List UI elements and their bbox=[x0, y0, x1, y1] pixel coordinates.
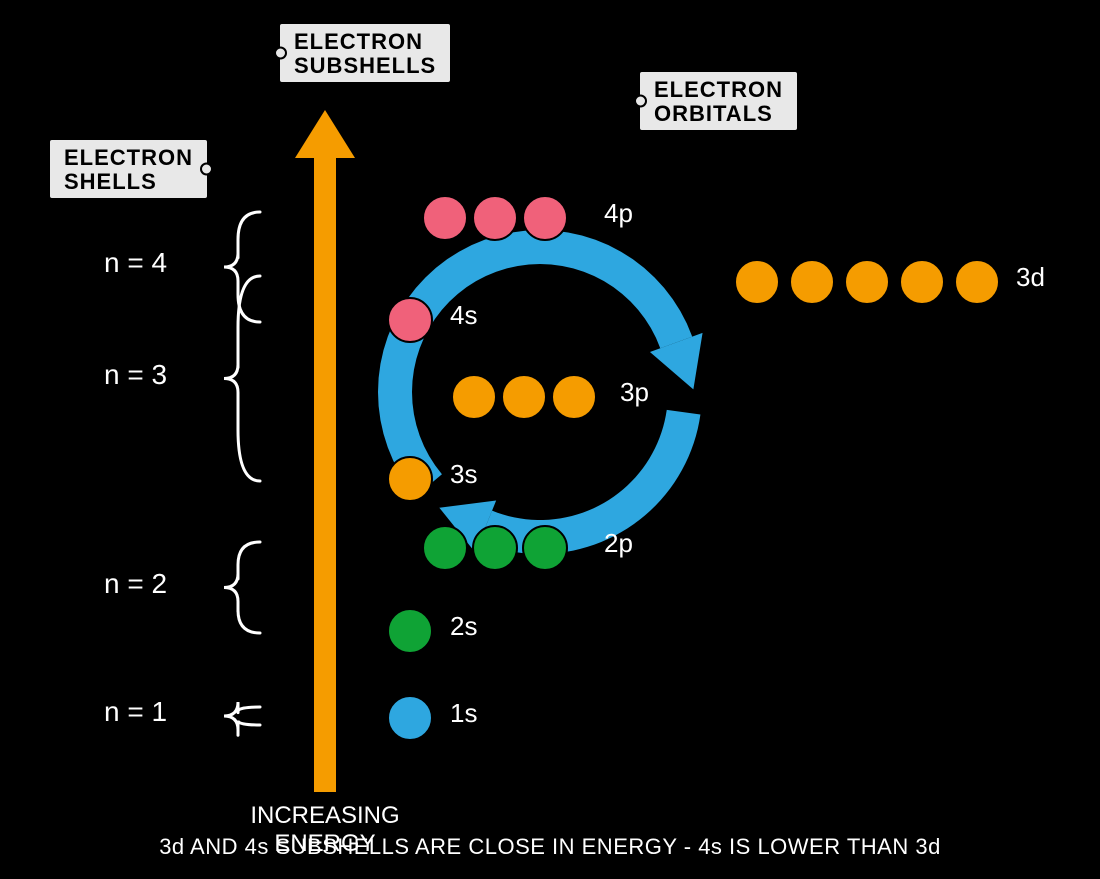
orbital-n4-p-0 bbox=[422, 195, 468, 241]
orbital-n3-d-4 bbox=[954, 259, 1000, 305]
subshell-label-3d: 3d bbox=[1016, 262, 1045, 293]
orbital-n3-d-1 bbox=[789, 259, 835, 305]
orbital-n3-d-0 bbox=[734, 259, 780, 305]
orbital-n3-p-1 bbox=[501, 374, 547, 420]
tag-shells-line1: ELECTRON bbox=[64, 145, 193, 170]
caption-swap-note: 3d AND 4s SUBSHELLS ARE CLOSE IN ENERGY … bbox=[0, 834, 1100, 860]
orbital-n2-p-0 bbox=[422, 525, 468, 571]
orbital-n4-p-1 bbox=[472, 195, 518, 241]
orbital-n3-d-3 bbox=[899, 259, 945, 305]
tag-shells-line2: SHELLS bbox=[64, 169, 157, 194]
subshell-label-2s: 2s bbox=[450, 611, 477, 642]
subshell-label-3s: 3s bbox=[450, 459, 477, 490]
tag-electron-subshells: ELECTRON SUBSHELLS bbox=[278, 22, 452, 84]
shell-label-n2: n = 2 bbox=[104, 568, 167, 600]
orbital-n2-p-2 bbox=[522, 525, 568, 571]
shell-label-n4: n = 4 bbox=[104, 247, 167, 279]
shell-label-n1: n = 1 bbox=[104, 696, 167, 728]
shell-label-n3: n = 3 bbox=[104, 359, 167, 391]
tag-subshells-line2: SUBSHELLS bbox=[294, 53, 436, 78]
tag-orbitals-line2: ORBITALS bbox=[654, 101, 773, 126]
orbital-n2-s-0 bbox=[387, 608, 433, 654]
orbital-n3-d-2 bbox=[844, 259, 890, 305]
orbital-n2-p-1 bbox=[472, 525, 518, 571]
subshell-label-4s: 4s bbox=[450, 300, 477, 331]
orbital-n3-s-0 bbox=[387, 456, 433, 502]
subshell-label-2p: 2p bbox=[604, 528, 633, 559]
orbital-n4-s-0 bbox=[387, 297, 433, 343]
tag-orbitals-line1: ELECTRON bbox=[654, 77, 783, 102]
tag-electron-orbitals: ELECTRON ORBITALS bbox=[638, 70, 799, 132]
subshell-label-4p: 4p bbox=[604, 198, 633, 229]
orbital-n3-p-2 bbox=[551, 374, 597, 420]
orbital-n3-p-0 bbox=[451, 374, 497, 420]
orbital-n4-p-2 bbox=[522, 195, 568, 241]
subshell-label-1s: 1s bbox=[450, 698, 477, 729]
tag-electron-shells: ELECTRON SHELLS bbox=[48, 138, 209, 200]
tag-subshells-line1: ELECTRON bbox=[294, 29, 423, 54]
orbital-n1-s-0 bbox=[387, 695, 433, 741]
subshell-label-3p: 3p bbox=[620, 377, 649, 408]
